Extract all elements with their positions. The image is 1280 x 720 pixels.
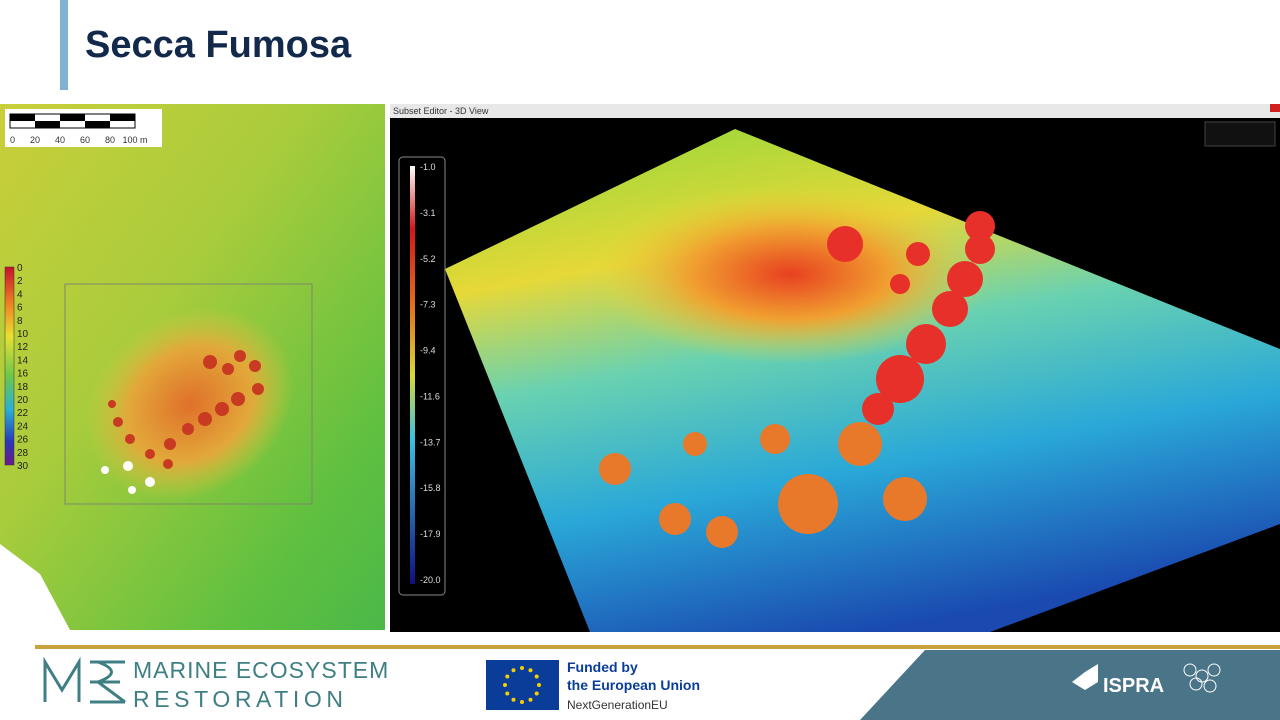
depth-legend-label: -3.1	[420, 208, 436, 218]
scale-label: 60	[80, 135, 90, 145]
eu-line2: the European Union	[567, 677, 700, 693]
depth-legend-label: 16	[17, 369, 29, 380]
depth-legend-label: 24	[17, 421, 29, 432]
depth-legend-label: 6	[17, 303, 23, 314]
slide-title: Secca Fumosa	[85, 24, 352, 66]
3d-view-window: Subset Editor - 3D View -1.0 -3.1 -5.2 -7.3…	[390, 104, 1280, 632]
eu-star	[520, 700, 524, 704]
scale-label: 100 m	[122, 135, 147, 145]
depth-legend-label: 22	[17, 408, 29, 419]
depth-legend-label: -7.3	[420, 300, 436, 310]
scale-label: 40	[55, 135, 65, 145]
ispra-logo: ISPRA	[1103, 675, 1164, 697]
eu-star	[528, 697, 533, 702]
depth-legend-label: 0	[17, 263, 23, 274]
depth-legend-label: -20.0	[420, 575, 441, 585]
scale-label: 0	[10, 135, 15, 145]
mer-line2: RESTORATION	[133, 686, 348, 712]
depth-legend-label: 20	[17, 395, 29, 406]
footer-rule	[35, 645, 1280, 649]
3d-view-image: Subset Editor - 3D View -1.0 -3.1 -5.2 -7.3…	[390, 104, 1280, 632]
eu-star	[503, 683, 507, 687]
depth-legend-label: -17.9	[420, 529, 441, 539]
scale-label: 20	[30, 135, 40, 145]
depth-legend-label: -1.0	[420, 162, 436, 172]
depth-legend-label: -5.2	[420, 254, 436, 264]
eu-line3: NextGenerationEU	[567, 698, 668, 712]
depth-legend-label: 14	[17, 355, 29, 366]
scale-bar	[9, 113, 136, 129]
mer-line1: MARINE ECOSYSTEM	[133, 657, 389, 683]
bathymetry-map: 0 20 40 60 80 100 m 0 2 4 6 8 10 12 14 16 18 20 22 24 26 28…	[0, 104, 385, 630]
eu-star	[505, 674, 510, 679]
depth-legend-label: 12	[17, 342, 29, 353]
depth-legend-label: 26	[17, 435, 29, 446]
eu-star	[505, 691, 510, 696]
eu-star	[537, 683, 541, 687]
footer: MARINE ECOSYSTEM RESTORATION Funded by t…	[43, 650, 1280, 720]
eu-star	[534, 691, 539, 696]
eu-line1: Funded by	[567, 659, 638, 675]
depth-legend-label: -11.6	[420, 391, 440, 401]
map-image: 0 20 40 60 80 100 m 0246810121416182022242628…	[0, 104, 385, 630]
scale-label: 80	[105, 135, 115, 145]
eu-star	[528, 668, 533, 673]
depth-legend-label: 18	[17, 382, 29, 393]
depth-legend-label: 8	[17, 316, 23, 327]
depth-legend-label: 4	[17, 289, 23, 300]
depth-legend-label: -13.7	[420, 437, 441, 447]
depth-legend-label: -15.8	[420, 483, 441, 493]
window-title: Subset Editor - 3D View	[393, 106, 489, 116]
eu-star	[511, 697, 516, 702]
depth-legend-label: 28	[17, 448, 29, 459]
depth-legend-label: 2	[17, 276, 23, 287]
depth-legend-label: 30	[17, 461, 29, 472]
depth-legend-label: 10	[17, 329, 29, 340]
accent-bar	[60, 0, 68, 90]
eu-star	[520, 666, 524, 670]
eu-star	[511, 668, 516, 673]
eu-star	[534, 674, 539, 679]
depth-legend-label: -9.4	[420, 346, 436, 356]
